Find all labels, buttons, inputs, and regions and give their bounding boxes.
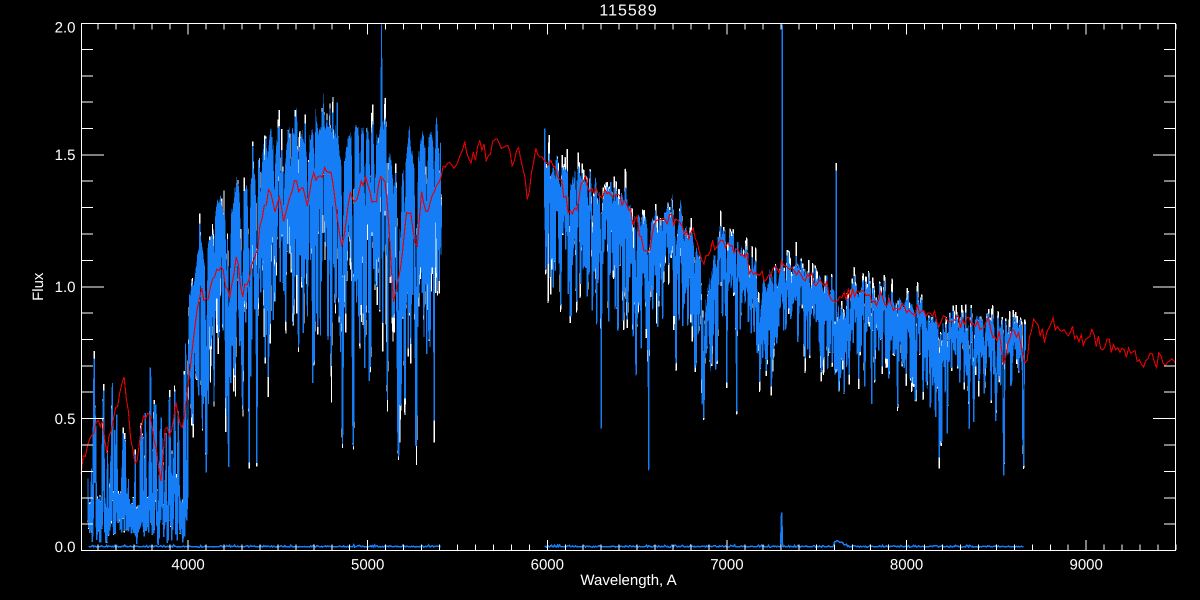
svg-text:Flux: Flux [30, 272, 47, 301]
svg-text:2.0: 2.0 [55, 20, 76, 37]
svg-text:8000: 8000 [890, 557, 923, 574]
svg-text:4000: 4000 [171, 557, 204, 574]
svg-text:0.0: 0.0 [55, 539, 76, 556]
svg-text:7000: 7000 [710, 557, 743, 574]
svg-text:1.5: 1.5 [55, 147, 76, 164]
svg-text:5000: 5000 [351, 557, 384, 574]
svg-text:115589: 115589 [599, 3, 657, 20]
svg-text:6000: 6000 [531, 557, 564, 574]
svg-text:1.0: 1.0 [55, 279, 76, 296]
svg-text:9000: 9000 [1070, 557, 1103, 574]
svg-text:Wavelength, A: Wavelength, A [580, 572, 676, 589]
svg-text:0.5: 0.5 [55, 411, 76, 428]
